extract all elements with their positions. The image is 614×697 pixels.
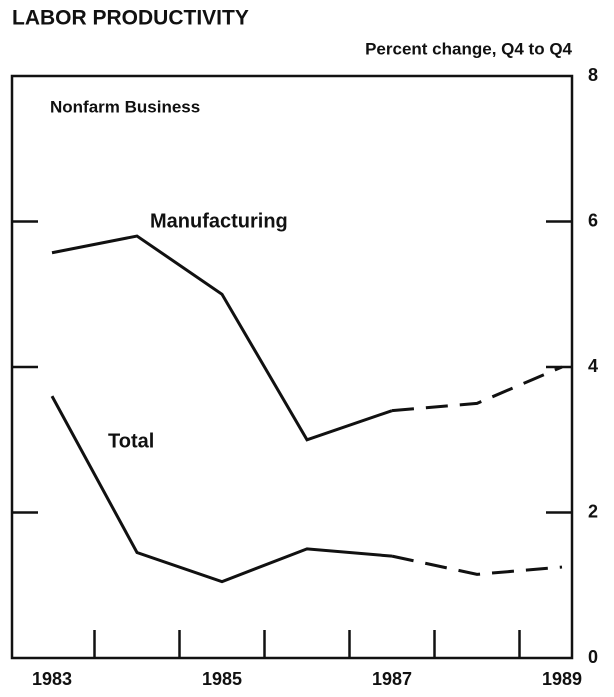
x-tick-label: 1987: [372, 669, 412, 689]
series-label: Manufacturing: [150, 210, 288, 232]
x-tick-label: 1983: [32, 669, 72, 689]
y-tick-label: 8: [588, 65, 598, 85]
projected-line: [391, 365, 563, 413]
x-tick-label: 1989: [542, 669, 582, 689]
x-tick-label: 1985: [202, 669, 242, 689]
series-line: [50, 395, 393, 584]
series-label: Total: [108, 430, 154, 452]
y-tick-label: 4: [588, 356, 598, 376]
projected-line: [391, 554, 563, 576]
chart-title: LABOR PRODUCTIVITY: [12, 7, 249, 30]
y-tick-label: 2: [588, 501, 598, 521]
y-axis-label: Percent change, Q4 to Q4: [365, 39, 572, 58]
series-line: [51, 234, 393, 442]
y-tick-label: 6: [588, 210, 598, 230]
plot-frame: [10, 74, 574, 660]
y-tick-label: 0: [588, 647, 598, 667]
annotation: Nonfarm Business: [50, 97, 200, 116]
